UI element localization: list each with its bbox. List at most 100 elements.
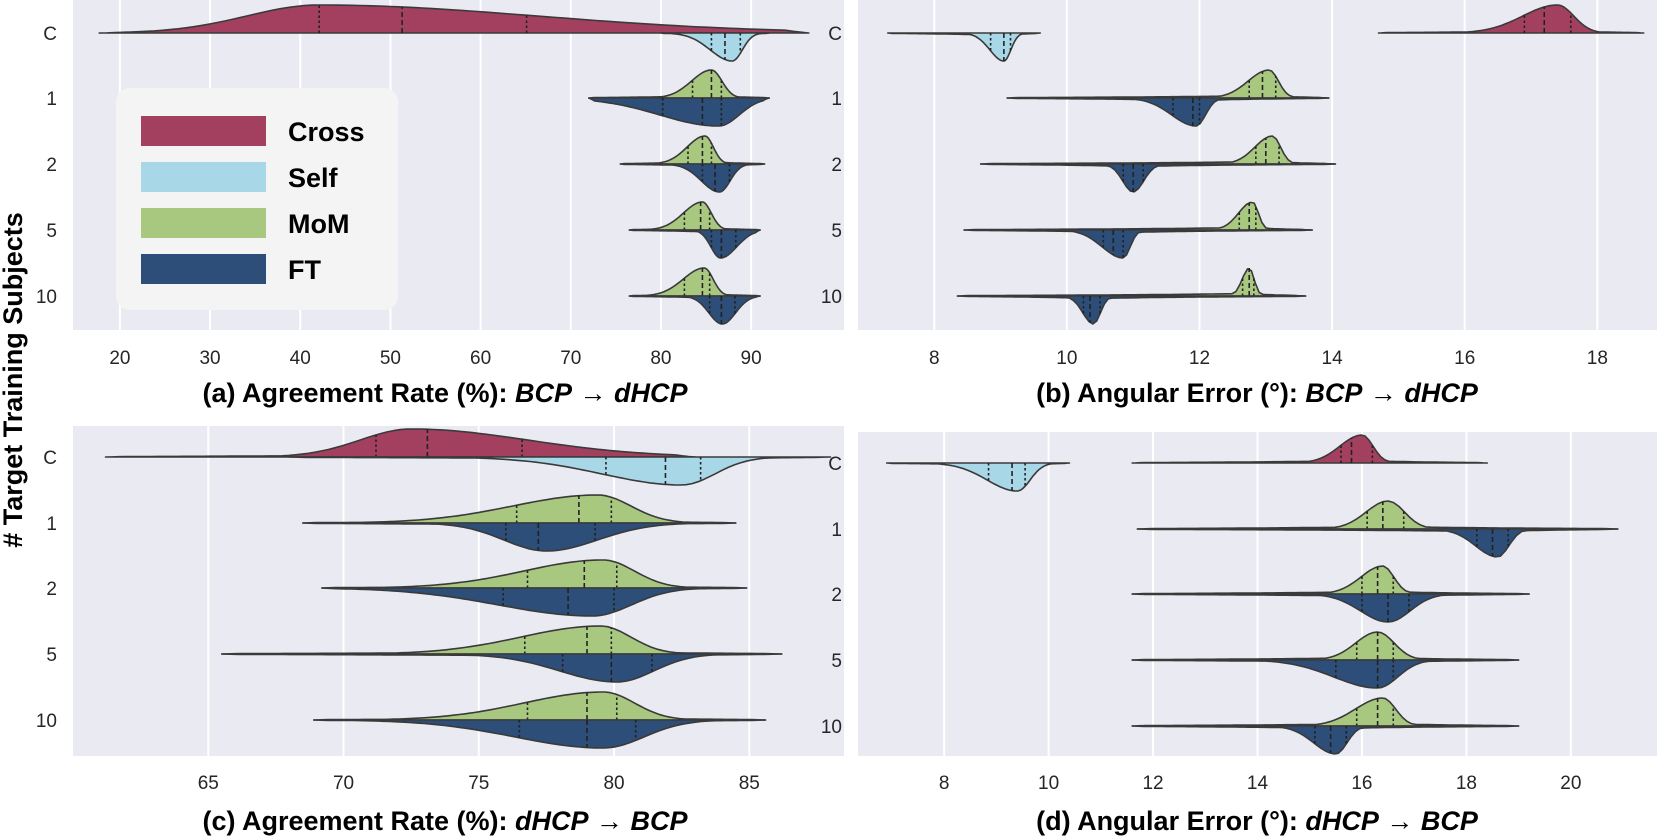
y-tick-label: 1 <box>46 514 57 535</box>
x-tick-label: 8 <box>939 773 950 794</box>
title-source: BCP <box>1305 378 1363 408</box>
title-arrow: → <box>1379 806 1421 836</box>
violins <box>104 428 832 749</box>
violin-ft-5 <box>1131 659 1520 689</box>
violins <box>885 434 1619 755</box>
violin-ft-5 <box>221 653 783 683</box>
x-tick-label: 20 <box>1560 773 1581 794</box>
legend-swatch-mom <box>141 208 266 238</box>
title-prefix: (a) Agreement Rate (%): <box>202 378 515 408</box>
x-tick-label: 60 <box>470 348 491 369</box>
violin-cross-C <box>98 4 810 34</box>
x-tick-label: 50 <box>380 348 401 369</box>
legend-swatch-cross <box>141 116 266 146</box>
violin-self-C <box>660 32 770 62</box>
y-tick-label: 5 <box>831 221 842 242</box>
violin-ft-2 <box>1131 593 1530 623</box>
legend-swatch-self <box>141 162 266 192</box>
y-tick-label: 2 <box>46 155 57 176</box>
panel-title: (d) Angular Error (°): dHCP → BCP <box>1036 806 1479 836</box>
x-tick-label: 40 <box>290 348 311 369</box>
x-tick-label: 75 <box>468 773 489 794</box>
x-tick-label: 10 <box>1056 348 1077 369</box>
x-tick-label: 18 <box>1587 348 1608 369</box>
y-tick-label: 2 <box>831 155 842 176</box>
x-tick-label: 70 <box>560 348 581 369</box>
violin-self-C <box>887 32 1042 62</box>
y-tick-label: 5 <box>46 221 57 242</box>
y-tick-label: 10 <box>821 287 842 308</box>
y-tick-label: 2 <box>46 579 57 600</box>
panel-title: (b) Angular Error (°): BCP → dHCP <box>1036 378 1479 408</box>
x-tick-label: 65 <box>198 773 219 794</box>
x-tick-label: 70 <box>333 773 354 794</box>
x-tick-label: 85 <box>739 773 760 794</box>
title-arrow: → <box>589 806 631 836</box>
violin-ft-1 <box>588 97 770 127</box>
title-source: dHCP <box>1305 806 1379 836</box>
violin-ft-10 <box>313 719 767 749</box>
title-arrow: → <box>1362 378 1404 408</box>
title-arrow: → <box>572 378 614 408</box>
violin-ft-2 <box>619 163 766 193</box>
x-tick-label: 16 <box>1454 348 1475 369</box>
violin-ft-5 <box>628 229 761 259</box>
title-target: BCP <box>1421 806 1479 836</box>
x-tick-label: 80 <box>603 773 624 794</box>
x-tick-label: 80 <box>650 348 671 369</box>
violin-ft-10 <box>628 295 761 325</box>
title-source: dHCP <box>515 806 589 836</box>
x-tick-label: 10 <box>1038 773 1059 794</box>
y-tick-label: 1 <box>831 520 842 541</box>
y-tick-label: C <box>43 24 57 45</box>
violin-ft-10 <box>956 295 1307 325</box>
x-tick-label: 18 <box>1456 773 1477 794</box>
title-prefix: (c) Agreement Rate (%): <box>202 806 515 836</box>
violin-self-C <box>288 456 832 486</box>
y-tick-label: 10 <box>821 717 842 738</box>
violin-ft-1 <box>302 522 737 552</box>
x-tick-label: 16 <box>1351 773 1372 794</box>
violins <box>887 4 1645 325</box>
violin-mom-1 <box>302 494 737 524</box>
title-source: BCP <box>515 378 573 408</box>
legend-label-cross: Cross <box>288 117 365 147</box>
x-tick-label: 8 <box>929 348 940 369</box>
violin-ft-2 <box>321 587 748 617</box>
x-tick-label: 20 <box>109 348 130 369</box>
violin-ft-1 <box>1136 528 1619 558</box>
violin-cross-C <box>1131 434 1489 464</box>
x-tick-label: 14 <box>1322 348 1344 369</box>
x-tick-label: 90 <box>741 348 762 369</box>
y-tick-label: 10 <box>36 711 57 732</box>
title-target: dHCP <box>1404 378 1478 408</box>
violin-ft-5 <box>963 229 1313 259</box>
x-tick-label: 12 <box>1142 773 1163 794</box>
legend-label-mom: MoM <box>288 209 349 239</box>
violin-cross-C <box>1377 4 1645 34</box>
y-tick-label: 5 <box>46 645 57 666</box>
y-tick-label: C <box>828 24 842 45</box>
violin-ft-10 <box>1131 725 1520 755</box>
panel-c: 65 70 75 80 85 C 1 2 5 10 (c) Agreement Rate (%): … <box>36 426 844 836</box>
x-tick-label: 14 <box>1247 773 1269 794</box>
violin-ft-2 <box>979 163 1337 193</box>
violin-mom-2 <box>321 559 748 589</box>
y-tick-label: 1 <box>46 89 57 110</box>
x-tick-label: 30 <box>199 348 220 369</box>
y-tick-label: 5 <box>831 651 842 672</box>
title-prefix: (d) Angular Error (°): <box>1036 806 1305 836</box>
y-tick-label: 2 <box>831 585 842 606</box>
legend: Cross Self MoM FT <box>116 88 398 310</box>
violin-cross-C <box>104 428 696 458</box>
violin-ft-1 <box>1006 97 1330 127</box>
legend-label-self: Self <box>288 163 339 193</box>
title-target: dHCP <box>614 378 688 408</box>
legend-swatch-ft <box>141 254 266 284</box>
legend-label-ft: FT <box>288 255 321 285</box>
y-tick-label: 10 <box>36 287 57 308</box>
